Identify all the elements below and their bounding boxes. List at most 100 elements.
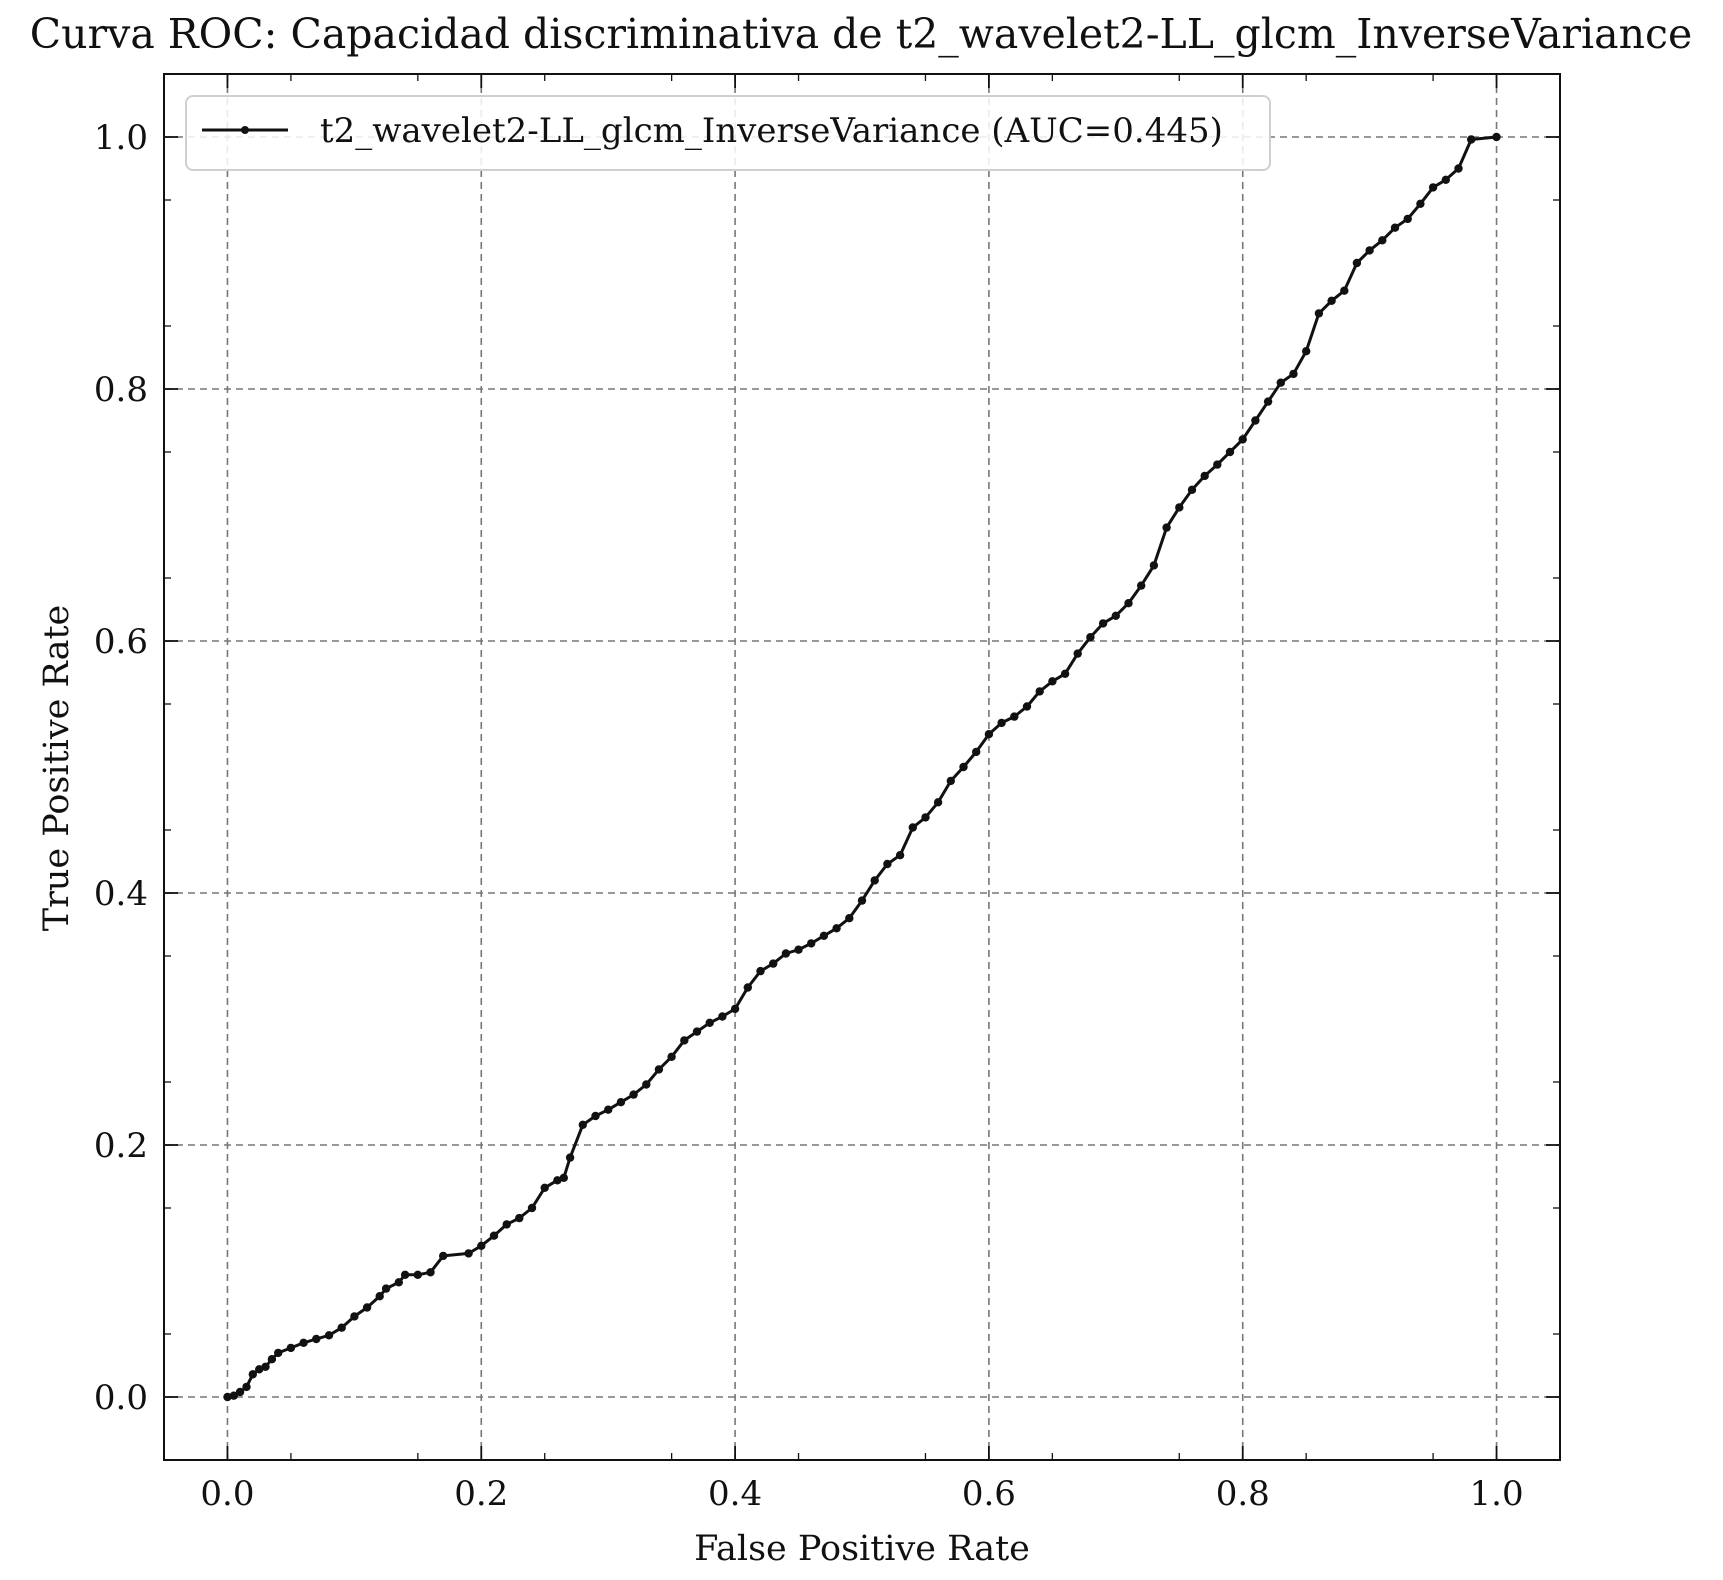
data-point <box>1340 286 1349 295</box>
data-point <box>362 1303 372 1312</box>
data-point <box>857 896 867 905</box>
data-point <box>845 914 854 923</box>
data-point <box>756 966 765 976</box>
data-point <box>654 1065 664 1074</box>
data-point <box>1086 633 1095 642</box>
data-point <box>629 1090 638 1099</box>
data-point <box>743 983 752 992</box>
y-tick-label: 0.0 <box>94 1378 148 1418</box>
data-point <box>375 1292 384 1301</box>
data-point <box>1416 199 1425 208</box>
data-point <box>337 1323 346 1332</box>
data-point <box>1187 485 1197 494</box>
data-point <box>832 924 841 933</box>
x-tick-label: 1.0 <box>1470 1474 1524 1514</box>
data-point <box>984 730 994 739</box>
data-point <box>1276 378 1286 387</box>
legend-label: t2_wavelet2-LL_glcm_InverseVariance (AUC… <box>320 111 1223 151</box>
data-point <box>667 1052 676 1062</box>
data-point <box>267 1355 277 1364</box>
data-point <box>350 1312 359 1321</box>
data-point <box>1251 416 1260 425</box>
y-tick-label: 0.8 <box>94 370 148 410</box>
data-point <box>1314 309 1324 318</box>
data-point <box>1390 223 1400 232</box>
grid <box>164 74 1560 1460</box>
data-point <box>1263 397 1273 406</box>
data-point <box>921 813 930 822</box>
data-point <box>413 1270 422 1280</box>
data-point <box>794 945 803 954</box>
data-point <box>718 1012 727 1021</box>
x-tick-label: 0.4 <box>708 1474 762 1514</box>
data-point <box>591 1111 600 1121</box>
data-point <box>1073 649 1082 658</box>
data-point <box>1454 164 1463 173</box>
data-point <box>286 1343 296 1353</box>
x-tick-label: 0.0 <box>200 1474 254 1514</box>
data-point <box>946 776 955 786</box>
data-point <box>324 1331 334 1340</box>
y-tick-label: 1.0 <box>94 118 148 158</box>
data-point <box>730 1004 740 1014</box>
data-point <box>394 1278 403 1287</box>
data-point <box>235 1387 245 1397</box>
data-point <box>312 1334 321 1344</box>
data-point <box>1289 369 1298 379</box>
data-point <box>997 718 1006 728</box>
data-point <box>426 1268 435 1277</box>
data-point <box>274 1348 283 1358</box>
y-tick-label: 0.2 <box>94 1126 148 1166</box>
data-point <box>1403 214 1412 224</box>
data-point <box>1467 135 1476 144</box>
data-point <box>807 939 816 948</box>
data-point <box>1111 611 1121 620</box>
data-point <box>1352 258 1362 268</box>
data-point <box>1175 503 1184 512</box>
data-point <box>870 876 879 885</box>
data-point <box>1060 669 1070 678</box>
data-point <box>1428 183 1438 192</box>
data-point <box>883 859 892 869</box>
data-point <box>1225 447 1235 457</box>
data-point <box>908 823 917 832</box>
data-point <box>400 1270 410 1280</box>
series-layer <box>223 132 1501 1402</box>
data-point <box>616 1098 626 1107</box>
data-point <box>959 762 968 772</box>
data-point <box>299 1338 308 1348</box>
y-axis-label: True Positive Rate <box>37 605 77 931</box>
data-point <box>477 1241 486 1251</box>
data-point <box>1035 687 1044 696</box>
data-point <box>1149 561 1159 570</box>
data-point <box>502 1220 511 1229</box>
data-point <box>972 747 981 757</box>
data-point <box>692 1027 702 1036</box>
data-point <box>248 1370 257 1379</box>
data-point <box>1378 236 1387 245</box>
data-point <box>642 1080 651 1089</box>
x-tick-label: 0.8 <box>1216 1474 1270 1514</box>
data-point <box>705 1018 714 1027</box>
data-point <box>1213 460 1222 469</box>
data-point <box>1302 347 1311 356</box>
data-point <box>578 1120 587 1130</box>
data-point <box>255 1365 264 1374</box>
series-line <box>227 135 1497 1399</box>
data-point <box>527 1203 537 1213</box>
data-point <box>1200 471 1209 481</box>
legend-marker-swatch <box>241 126 249 134</box>
data-point <box>1327 296 1336 305</box>
data-point <box>464 1249 473 1258</box>
data-point <box>261 1362 270 1372</box>
data-point <box>489 1231 499 1240</box>
data-point <box>819 931 829 940</box>
tick-labels: 0.0 0.2 0.4 0.6 0.8 1.0 0.0 0.2 0.4 0.6 0.8 1.0 <box>94 118 1524 1514</box>
data-point <box>1137 581 1146 590</box>
data-point <box>439 1251 448 1261</box>
data-point <box>553 1176 562 1185</box>
data-point <box>1238 435 1247 444</box>
x-axis-label: False Positive Rate <box>694 1529 1030 1569</box>
data-point <box>604 1105 613 1114</box>
